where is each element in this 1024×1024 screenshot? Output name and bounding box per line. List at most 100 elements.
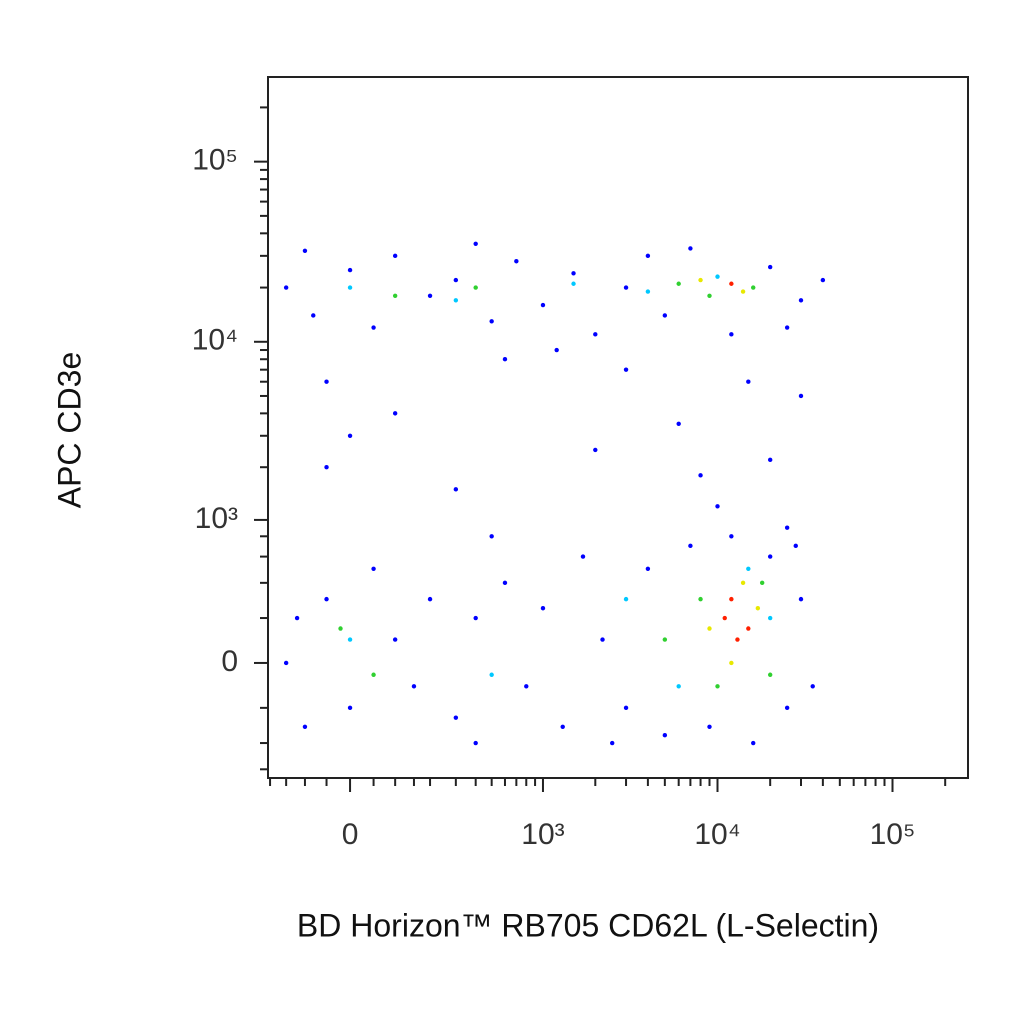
x-tick-label: 10⁴ [694,818,740,851]
event-dot [554,347,559,353]
event-dot [645,566,651,572]
event-dot [489,319,494,324]
event-dot [798,393,804,399]
event-dot [489,534,494,539]
event-dot [371,325,376,330]
event-dot [302,248,308,253]
event-dot [662,733,668,738]
event-dot [767,264,773,270]
event-dot [623,367,629,372]
event-dot [707,724,712,729]
event-dot [759,580,765,586]
event-dot [473,615,478,621]
event-dot [453,715,459,720]
event-dot [489,672,494,677]
event-dot [645,253,651,259]
event-dot [514,259,519,264]
event-dot [371,566,376,572]
event-dot [311,313,316,318]
event-dot [473,740,478,746]
event-dot [767,615,773,621]
event-dot [623,596,629,602]
x-tick-label: 0 [342,818,359,851]
event-dot [676,421,681,426]
event-dot [347,637,353,642]
event-dot [392,411,398,416]
event-dot [645,289,651,294]
event-dot [715,684,720,689]
event-dot [729,596,734,602]
event-dot [755,606,761,611]
event-dot [715,504,720,509]
event-dot [502,580,508,586]
event-dot [810,684,815,689]
x-axis-label: BD Horizon™ RB705 CD62L (L-Selectin) [297,907,879,943]
event-dot [347,285,353,290]
event-dot [571,271,576,276]
event-dot [798,596,804,602]
event-dot [784,325,790,330]
event-dot [453,298,459,303]
event-dot [392,293,398,299]
event-dot [324,465,329,470]
event-dot [560,724,565,729]
event-dot [593,447,598,453]
event-dot [698,596,703,602]
event-dot [662,637,668,642]
event-dot [473,241,478,246]
event-dot [707,626,712,631]
event-dot [324,596,329,602]
event-dot [729,660,734,666]
event-dot [392,253,398,259]
event-dot [729,332,734,337]
event-dot [735,637,740,642]
y-axis-label: APC CD3e [51,352,87,509]
event-dot [571,281,576,286]
event-dot [347,267,353,273]
event-dot [347,705,353,711]
event-dot [347,433,353,438]
event-dot [746,626,751,631]
event-dot [453,277,459,283]
event-dot [746,566,751,572]
event-dot [729,534,734,539]
y-tick-label: 10⁵ [192,144,238,177]
event-dot [698,473,703,478]
event-dot [793,543,798,549]
event-dot [688,543,693,549]
event-dot [324,379,329,384]
event-dot [676,281,681,286]
event-dot [453,487,459,492]
event-dot [740,580,746,586]
event-dot [751,740,756,746]
event-dot [688,246,693,251]
plot-frame [267,76,969,779]
event-dot [338,626,343,631]
event-dot [610,740,615,746]
event-dot [540,606,546,611]
event-dot [767,457,773,463]
event-dot [427,596,433,602]
event-dot [729,281,734,286]
event-dot [798,298,804,303]
event-dot [751,285,756,290]
event-dot [722,615,727,621]
event-dot [502,357,508,362]
event-dot [784,705,790,711]
event-dot [662,313,668,318]
event-dot [676,684,681,689]
event-dot [767,554,773,559]
event-dot [580,554,586,559]
event-dot [820,277,826,283]
event-dot [392,637,398,642]
event-dot [784,525,790,530]
event-dot [740,289,746,294]
event-dot [411,684,417,689]
event-dot [623,705,629,711]
x-tick-label: 10³ [521,818,564,851]
event-dot [623,285,629,290]
event-dot [698,277,703,283]
event-dot [427,293,433,299]
